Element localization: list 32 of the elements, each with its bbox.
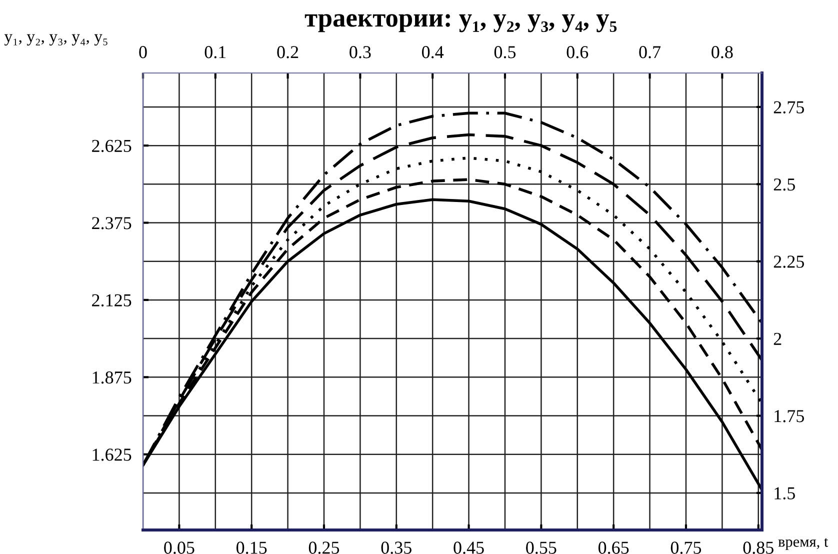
x-tick-label: 0.05 (164, 542, 194, 554)
y2-tick-label: 2.25 (774, 256, 804, 268)
y-tick-label: 1.625 (92, 448, 132, 461)
y-tick-label: 1.875 (92, 371, 132, 384)
x-tick-label: 0.85 (743, 542, 774, 554)
chart-title: траектории: y₁, y₂, y₃, y₄, y₅ (304, 14, 617, 32)
y-tick-label: 2.125 (92, 294, 132, 306)
y2-tick-label: 1.75 (774, 410, 804, 422)
x2-tick-label: 0.7 (639, 46, 661, 58)
x-tick-label: 0.65 (598, 542, 629, 554)
x2-tick-label: 0.2 (277, 46, 298, 58)
x-tick-label: 0.25 (308, 542, 340, 554)
y-tick-label: 2.625 (92, 140, 132, 152)
y2-tick-label: 2.5 (774, 178, 795, 191)
x-tick-label: 0.15 (236, 542, 267, 554)
x2-tick-label: 0.5 (494, 46, 516, 58)
x-tick-label: 0.35 (381, 542, 412, 554)
x2-tick-label: 0 (139, 46, 147, 58)
x-axis-title: время, t (778, 538, 828, 550)
x-tick-label: 0.45 (454, 542, 484, 554)
x2-tick-label: 0.8 (712, 46, 733, 58)
x-tick-label: 0.75 (670, 542, 702, 554)
y-tick-label: 2.375 (92, 217, 132, 230)
x-tick-label: 0.55 (526, 542, 556, 554)
y2-tick-label: 2 (774, 332, 782, 345)
x2-tick-label: 0.4 (422, 46, 444, 58)
y-axis-title: y₁, y₂, y₃, y₄, y₅ (4, 34, 108, 46)
x2-tick-label: 0.1 (204, 46, 226, 58)
y2-tick-label: 1.5 (774, 487, 795, 500)
x2-tick-label: 0.6 (566, 46, 588, 58)
x2-tick-label: 0.3 (350, 46, 371, 58)
y2-tick-label: 2.75 (774, 101, 804, 114)
